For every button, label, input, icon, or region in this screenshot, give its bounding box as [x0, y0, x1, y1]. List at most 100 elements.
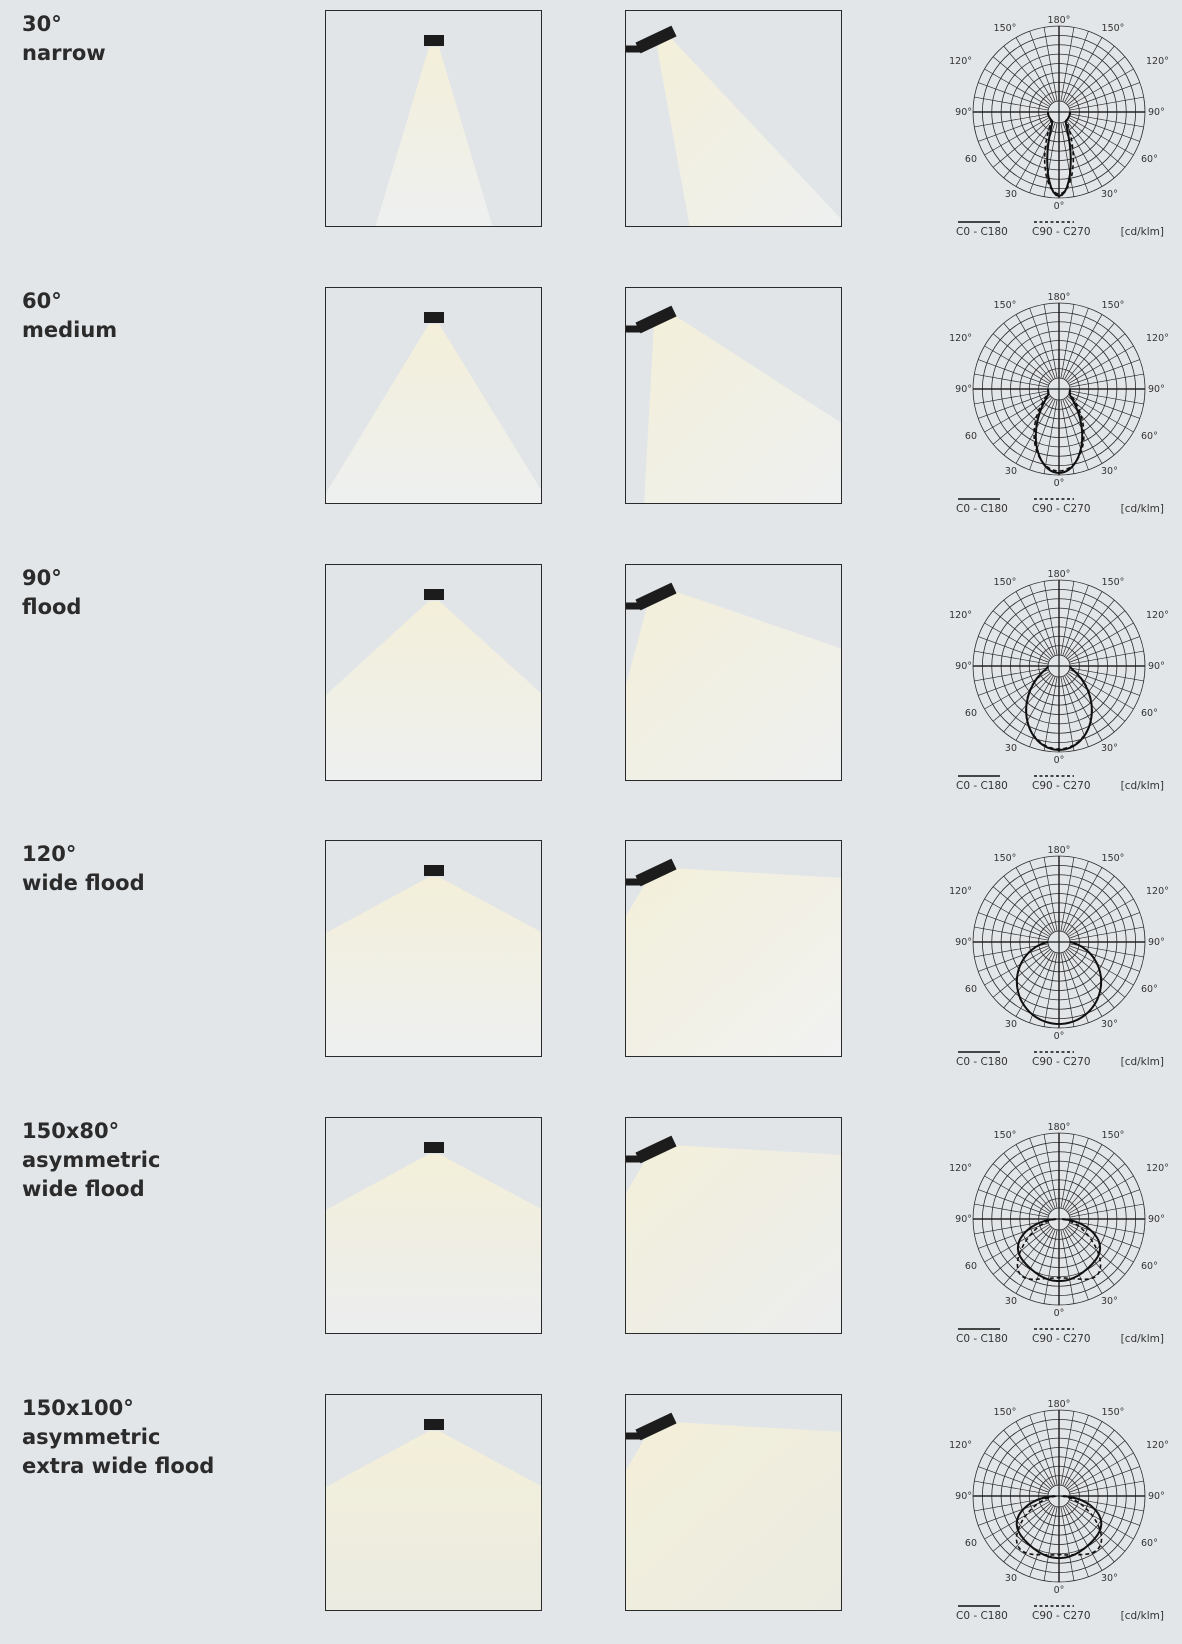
luminaire-icon	[424, 312, 444, 323]
beam-row-asymmetric-wide-flood: 150x80° asymmetric wide flood	[0, 1117, 1182, 1367]
svg-text:120°: 120°	[1146, 56, 1169, 67]
straight-beam-illustration	[325, 1394, 542, 1611]
svg-text:120°: 120°	[1146, 1440, 1169, 1451]
svg-text:60: 60	[965, 1261, 977, 1272]
light-cone	[375, 47, 493, 226]
svg-text:60: 60	[965, 708, 977, 719]
beam-type-text: asymmetric	[22, 1148, 161, 1172]
light-cone	[657, 36, 841, 226]
light-cone	[644, 313, 841, 503]
svg-text:180°: 180°	[1048, 292, 1071, 303]
polar-diagram: 180° 150° 150° 120° 120° 90° 90° 60 60° 30 30° 0° C0…	[948, 0, 1170, 240]
light-cone	[626, 868, 841, 1056]
svg-text:150°: 150°	[994, 23, 1017, 34]
svg-text:[cd/klm]: [cd/klm]	[1121, 1056, 1164, 1068]
beam-angle-text: 150x80°	[22, 1119, 120, 1143]
svg-text:0°: 0°	[1054, 755, 1065, 766]
svg-text:150°: 150°	[994, 577, 1017, 588]
svg-text:C0 - C180: C0 - C180	[956, 1056, 1008, 1068]
svg-text:150°: 150°	[994, 853, 1017, 864]
luminaire-icon	[424, 865, 444, 876]
svg-text:[cd/klm]: [cd/klm]	[1121, 780, 1164, 792]
beam-angle-text: 60°	[22, 289, 62, 313]
svg-text:30: 30	[1005, 743, 1017, 754]
svg-text:90°: 90°	[955, 107, 972, 118]
svg-text:60: 60	[965, 154, 977, 165]
svg-text:120°: 120°	[949, 610, 972, 621]
luminaire-icon	[635, 25, 677, 54]
beam-type-text: wide flood	[22, 1177, 145, 1201]
beam-label: 150x100° asymmetric extra wide flood	[22, 1394, 214, 1481]
svg-text:180°: 180°	[1048, 845, 1071, 856]
polar-diagram: 180° 150° 150° 120° 120° 90° 90° 60 60° 30 30° 0° C0…	[948, 554, 1170, 794]
svg-text:0°: 0°	[1054, 478, 1065, 489]
tilted-beam-illustration	[625, 564, 842, 781]
luminaire-icon	[424, 1419, 444, 1430]
svg-text:120°: 120°	[949, 886, 972, 897]
beam-label: 90° flood	[22, 564, 81, 622]
luminaire-icon	[635, 1135, 677, 1164]
luminaire-icon	[424, 35, 444, 46]
svg-text:30: 30	[1005, 189, 1017, 200]
light-cone	[326, 1154, 541, 1333]
svg-text:180°: 180°	[1048, 15, 1071, 26]
svg-text:180°: 180°	[1048, 569, 1071, 580]
svg-text:C90 - C270: C90 - C270	[1032, 1333, 1091, 1345]
svg-text:30°: 30°	[1101, 743, 1118, 754]
svg-text:120°: 120°	[949, 1440, 972, 1451]
svg-text:90°: 90°	[1148, 107, 1165, 118]
tilted-beam-illustration	[625, 1117, 842, 1334]
svg-text:30°: 30°	[1101, 189, 1118, 200]
svg-text:30°: 30°	[1101, 1573, 1118, 1584]
svg-text:150°: 150°	[1102, 300, 1125, 311]
straight-beam-illustration	[325, 1117, 542, 1334]
svg-text:60°: 60°	[1141, 708, 1158, 719]
luminaire-icon	[635, 1412, 677, 1441]
tilted-beam-illustration	[625, 840, 842, 1057]
beam-row-medium: 60° medium	[0, 287, 1182, 537]
svg-text:0°: 0°	[1054, 1031, 1065, 1042]
svg-text:C0 - C180: C0 - C180	[956, 226, 1008, 238]
svg-text:60: 60	[965, 431, 977, 442]
svg-text:30: 30	[1005, 466, 1017, 477]
svg-text:150°: 150°	[1102, 1407, 1125, 1418]
svg-text:90°: 90°	[1148, 384, 1165, 395]
svg-text:150°: 150°	[994, 300, 1017, 311]
svg-text:150°: 150°	[1102, 853, 1125, 864]
beam-type-text: wide flood	[22, 871, 145, 895]
luminaire-icon	[635, 582, 677, 611]
polar-diagram: 180° 150° 150° 120° 120° 90° 90° 60 60° 30 30° 0° C0…	[948, 830, 1170, 1070]
svg-text:C90 - C270: C90 - C270	[1032, 503, 1091, 515]
straight-beam-illustration	[325, 10, 542, 227]
svg-text:90°: 90°	[1148, 937, 1165, 948]
svg-text:90°: 90°	[1148, 661, 1165, 672]
svg-text:90°: 90°	[955, 661, 972, 672]
light-cone	[626, 1145, 841, 1333]
beam-type-text: medium	[22, 318, 118, 342]
straight-beam-illustration	[325, 564, 542, 781]
beam-type-text: flood	[22, 595, 82, 619]
svg-text:30: 30	[1005, 1573, 1017, 1584]
tilted-beam-illustration	[625, 1394, 842, 1611]
svg-text:150°: 150°	[1102, 1130, 1125, 1141]
svg-text:C0 - C180: C0 - C180	[956, 780, 1008, 792]
svg-text:60°: 60°	[1141, 154, 1158, 165]
light-cone	[326, 601, 541, 780]
svg-text:120°: 120°	[1146, 886, 1169, 897]
svg-text:[cd/klm]: [cd/klm]	[1121, 503, 1164, 515]
beam-angle-text: 30°	[22, 12, 62, 36]
svg-text:90°: 90°	[955, 1214, 972, 1225]
light-cone	[326, 324, 541, 503]
tilted-beam-illustration	[625, 287, 842, 504]
polar-diagram: 180° 150° 150° 120° 120° 90° 90° 60 60° 30 30° 0° C0…	[948, 1384, 1170, 1624]
polar-diagram: 180° 150° 150° 120° 120° 90° 90° 60 60° 30 30° 0° C0…	[948, 277, 1170, 517]
svg-text:120°: 120°	[1146, 333, 1169, 344]
svg-text:120°: 120°	[1146, 610, 1169, 621]
svg-text:60°: 60°	[1141, 1538, 1158, 1549]
svg-text:60°: 60°	[1141, 431, 1158, 442]
svg-text:90°: 90°	[1148, 1214, 1165, 1225]
svg-text:0°: 0°	[1054, 1585, 1065, 1596]
svg-text:120°: 120°	[1146, 1163, 1169, 1174]
svg-text:C90 - C270: C90 - C270	[1032, 1056, 1091, 1068]
